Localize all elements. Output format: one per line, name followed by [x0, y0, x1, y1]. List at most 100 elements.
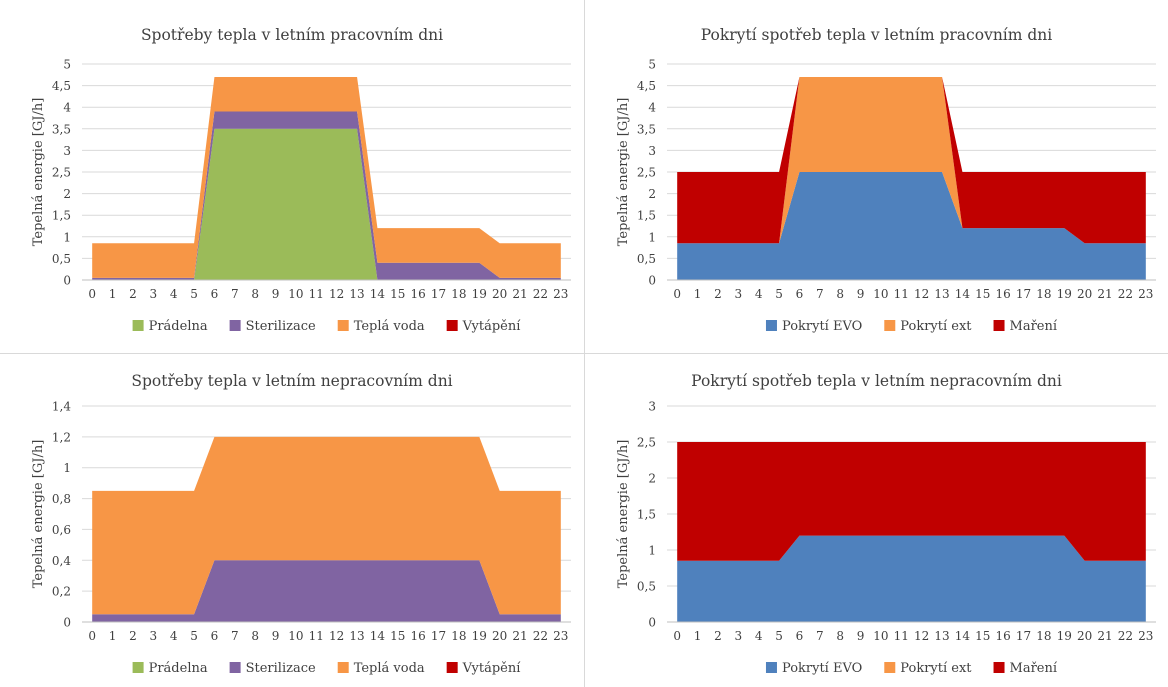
chart-panel-workday-coverage: Pokrytí spotřeb tepla v letním pracovním… [585, 0, 1168, 354]
y-tick-label: 1,5 [637, 209, 656, 223]
legend-item-mareni: Maření [993, 661, 1058, 676]
x-tick-label: 9 [272, 629, 280, 643]
x-tick-label: 20 [1077, 629, 1092, 643]
chart-panel-holiday-coverage: Pokrytí spotřeb tepla v letním nepracovn… [585, 354, 1168, 687]
x-tick-label: 0 [673, 287, 681, 301]
x-tick-label: 6 [211, 287, 219, 301]
x-tick-label: 18 [1036, 629, 1051, 643]
x-tick-label: 4 [170, 629, 178, 643]
x-tick-label: 3 [149, 287, 157, 301]
y-tick-labels: 0 0,2 0,4 0,6 0,8 1 1,2 1,4 [52, 400, 71, 630]
y-axis-label: Tepelná energie [GJ/h] [31, 440, 46, 589]
legend-item-vytapeni: Vytápění [446, 661, 522, 676]
area-pokryti-evo [677, 535, 1146, 622]
chart-svg-holiday-coverage: Pokrytí spotřeb tepla v letním nepracovn… [616, 372, 1156, 676]
y-tick-label: 3 [63, 144, 71, 158]
legend-label: Sterilizace [246, 319, 316, 334]
x-tick-label: 13 [349, 287, 364, 301]
legend-label: Prádelna [149, 661, 208, 676]
area-series-group [92, 76, 561, 281]
legend-swatch [229, 662, 241, 673]
legend-item-tepla-voda: Teplá voda [337, 661, 425, 676]
legend: Pokrytí EVO Pokrytí ext Maření [765, 661, 1058, 676]
x-tick-label: 1 [109, 629, 117, 643]
y-axis-label: Tepelná energie [GJ/h] [616, 440, 631, 589]
x-tick-label: 13 [934, 287, 949, 301]
x-tick-label: 8 [836, 287, 844, 301]
x-tick-label: 18 [1036, 287, 1051, 301]
y-tick-label: 2,5 [637, 436, 656, 450]
x-tick-label: 14 [370, 287, 386, 301]
y-tick-label: 3,5 [52, 122, 71, 136]
y-tick-label: 0,5 [637, 580, 656, 594]
x-tick-label: 19 [472, 629, 487, 643]
legend-label: Vytápění [462, 661, 522, 676]
legend-item-pradelna: Prádelna [132, 661, 208, 676]
y-tick-label: 4 [648, 101, 656, 115]
area-pokryti-evo [677, 172, 1146, 280]
x-tick-label: 8 [251, 629, 259, 643]
chart-title: Spotřeby tepla v letním nepracovním dni [131, 372, 452, 390]
x-tick-label: 14 [370, 629, 386, 643]
legend-item-vytapeni: Vytápění [446, 319, 521, 334]
x-tick-label: 21 [512, 629, 527, 643]
legend-swatch [446, 320, 458, 331]
x-tick-label: 7 [231, 287, 239, 301]
x-tick-label: 17 [1016, 287, 1031, 301]
chart-title: Spotřeby tepla v letním pracovním dni [141, 26, 443, 44]
x-tick-label: 19 [1057, 287, 1072, 301]
x-tick-label: 22 [1118, 629, 1133, 643]
x-tick-label: 4 [755, 287, 763, 301]
x-tick-label: 8 [836, 629, 844, 643]
x-tick-label: 22 [1118, 287, 1133, 301]
y-tick-label: 0,6 [52, 523, 71, 537]
x-tick-label: 4 [755, 629, 763, 643]
x-tick-label: 21 [512, 287, 527, 301]
x-tick-label: 22 [533, 287, 548, 301]
y-tick-label: 2,5 [637, 166, 656, 180]
x-tick-label: 5 [190, 629, 198, 643]
x-tick-label: 5 [775, 629, 783, 643]
x-tick-label: 23 [553, 287, 568, 301]
x-tick-label: 15 [390, 629, 405, 643]
x-tick-label: 0 [88, 287, 96, 301]
y-tick-label: 3,5 [637, 122, 656, 136]
x-tick-label: 12 [329, 287, 344, 301]
legend-item-sterilizace: Sterilizace [229, 661, 316, 676]
y-tick-label: 0,5 [637, 252, 656, 266]
y-tick-label: 0 [63, 274, 71, 288]
x-tick-label: 12 [329, 629, 344, 643]
x-tick-label: 7 [816, 287, 824, 301]
legend-label: Maření [1010, 319, 1058, 334]
legend: Prádelna Sterilizace Teplá voda Vytápění [132, 319, 521, 334]
area-series-group [677, 442, 1146, 622]
legend-label: Maření [1010, 661, 1058, 676]
x-tick-label: 17 [431, 287, 446, 301]
area-sterilizace [92, 560, 561, 622]
x-tick-label: 6 [796, 629, 804, 643]
x-tick-label: 7 [231, 629, 239, 643]
y-tick-label: 1,5 [52, 209, 71, 223]
area-mareni [677, 76, 1146, 244]
y-tick-label: 0 [648, 274, 656, 288]
legend-swatch [132, 320, 144, 331]
x-tick-label: 10 [288, 287, 303, 301]
x-tick-label: 19 [1057, 629, 1072, 643]
x-tick-label: 0 [88, 629, 96, 643]
area-pokryti-ext [677, 76, 1146, 244]
legend-swatch [765, 320, 777, 331]
legend-item-tepla-voda: Teplá voda [337, 319, 425, 334]
y-tick-label: 1 [63, 461, 71, 475]
x-tick-label: 1 [694, 287, 702, 301]
x-tick-label: 6 [796, 287, 804, 301]
legend-swatch [884, 320, 896, 331]
x-tick-label: 15 [390, 287, 405, 301]
legend: Pokrytí EVO Pokrytí ext Maření [765, 319, 1058, 334]
y-tick-label: 3 [648, 144, 656, 158]
y-tick-labels: 0 0,5 1 1,5 2 2,5 3 [637, 400, 656, 630]
legend-label: Teplá voda [354, 319, 425, 334]
x-tick-label: 17 [1016, 629, 1031, 643]
y-tick-label: 1 [648, 544, 656, 558]
legend-swatch [229, 320, 241, 331]
